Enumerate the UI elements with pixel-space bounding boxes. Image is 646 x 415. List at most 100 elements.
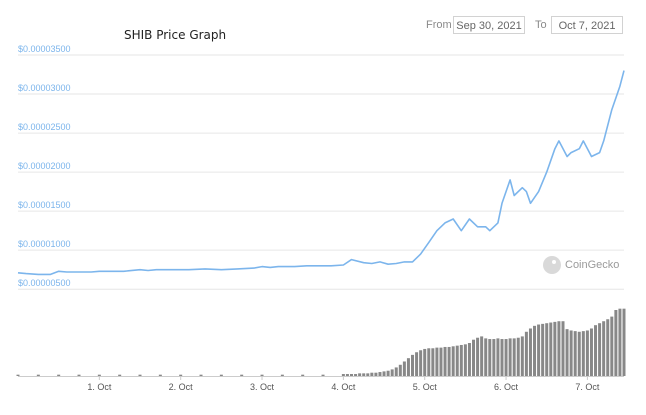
- x-tick-label: 1. Oct: [87, 382, 112, 392]
- volume-bar: [16, 374, 20, 376]
- volume-bar: [240, 374, 244, 376]
- volume-bar: [394, 367, 398, 376]
- volume-bar: [557, 321, 561, 376]
- volume-bar: [500, 339, 504, 376]
- y-tick-label: $0.00001500: [18, 200, 71, 210]
- volume-bar: [354, 374, 358, 376]
- volume-bar: [431, 348, 435, 376]
- y-axis-labels: $0.00000500 $0.00001000 $0.00001500 $0.0000…: [18, 44, 71, 288]
- volume-bar: [406, 358, 410, 376]
- volume-bar: [77, 374, 81, 376]
- to-date-input[interactable]: Oct 7, 2021: [551, 16, 623, 34]
- volume-bar: [260, 374, 264, 376]
- x-tick-label: 3. Oct: [250, 382, 275, 392]
- y-tick-label: $0.00002000: [18, 161, 71, 171]
- volume-bar: [447, 346, 451, 376]
- volume-bar: [36, 374, 40, 376]
- volume-bar: [366, 373, 370, 376]
- volume-bar: [537, 324, 541, 376]
- volume-bar: [618, 308, 622, 376]
- volume-bar: [415, 352, 419, 376]
- volume-bar: [577, 331, 581, 376]
- y-tick-label: $0.00001000: [18, 239, 71, 249]
- volume-bar: [423, 348, 427, 376]
- volume-bar: [378, 372, 382, 376]
- volume-bar: [488, 339, 492, 376]
- volume-bar: [138, 374, 142, 376]
- volume-bar: [476, 337, 480, 376]
- volume-bar: [598, 323, 602, 376]
- volume-bar: [321, 374, 325, 376]
- x-axis: 1. Oct 2. Oct 3. Oct 4. Oct 5. Oct 6. Oct 7. O…: [18, 376, 624, 392]
- volume-bar: [411, 354, 415, 376]
- volume-bar: [374, 372, 378, 376]
- volume-bar: [370, 372, 374, 376]
- volume-bar: [97, 374, 101, 376]
- volume-bar: [585, 330, 589, 376]
- volume-bar: [541, 323, 545, 376]
- volume-bar: [57, 374, 61, 376]
- volume-bar: [545, 323, 549, 376]
- volume-bar: [484, 338, 488, 376]
- volume-bar: [435, 347, 439, 376]
- x-tick-label: 6. Oct: [494, 382, 519, 392]
- coingecko-watermark: CoinGecko: [543, 256, 619, 274]
- volume-bar: [341, 374, 345, 376]
- volume-bars: [16, 308, 626, 376]
- volume-bar: [362, 373, 366, 376]
- volume-bar: [606, 319, 610, 376]
- volume-bar: [504, 339, 508, 376]
- volume-bar: [451, 346, 455, 376]
- volume-bar: [350, 374, 354, 376]
- volume-bar: [467, 343, 471, 376]
- to-label: To: [535, 19, 547, 31]
- volume-bar: [622, 308, 626, 376]
- from-date-input[interactable]: Sep 30, 2021: [453, 16, 525, 34]
- volume-bar: [480, 336, 484, 376]
- volume-bar: [569, 330, 573, 376]
- x-tick-label: 4. Oct: [331, 382, 356, 392]
- price-line: [17, 70, 625, 276]
- volume-bar: [199, 374, 203, 376]
- volume-bar: [219, 374, 223, 376]
- volume-bar: [614, 310, 618, 376]
- y-tick-label: $0.00000500: [18, 278, 71, 288]
- volume-bar: [301, 374, 305, 376]
- volume-bar: [386, 370, 390, 376]
- volume-bar: [602, 321, 606, 376]
- volume-bar: [398, 364, 402, 376]
- volume-bar: [472, 339, 476, 376]
- y-tick-label: $0.00002500: [18, 122, 71, 132]
- volume-bar: [118, 374, 122, 376]
- volume-bar: [594, 325, 598, 376]
- volume-bar: [524, 331, 528, 376]
- y-tick-label: $0.00003500: [18, 44, 71, 54]
- volume-bar: [516, 337, 520, 376]
- volume-bar: [345, 374, 349, 376]
- grid-lines: [18, 54, 624, 290]
- volume-bar: [419, 350, 423, 376]
- volume-bar: [549, 322, 553, 376]
- x-tick-label: 5. Oct: [413, 382, 438, 392]
- volume-bar: [565, 329, 569, 376]
- volume-bar: [610, 316, 614, 376]
- volume-bar: [589, 328, 593, 376]
- volume-bar: [496, 338, 500, 376]
- volume-bar: [573, 331, 577, 376]
- price-line-group: [17, 70, 625, 276]
- x-tick-label: 7. Oct: [575, 382, 600, 392]
- volume-bar: [390, 369, 394, 376]
- volume-bar: [463, 344, 467, 376]
- volume-bar: [553, 321, 557, 376]
- chart-title: SHIB Price Graph: [124, 28, 227, 42]
- volume-bar: [455, 345, 459, 376]
- volume-bar: [439, 347, 443, 376]
- volume-bar: [358, 373, 362, 376]
- volume-bar: [427, 348, 431, 376]
- volume-bar: [443, 346, 447, 376]
- volume-bar: [158, 374, 162, 376]
- from-label: From: [426, 19, 452, 31]
- coingecko-logo-icon: [543, 256, 561, 274]
- volume-bar: [512, 338, 516, 376]
